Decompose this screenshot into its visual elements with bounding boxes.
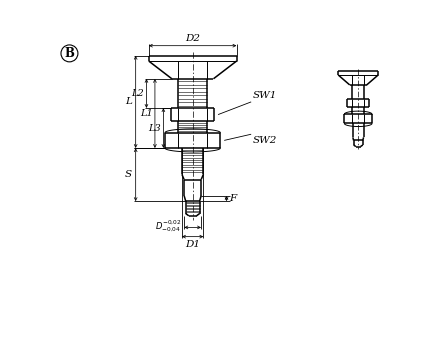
Text: SW1: SW1: [253, 91, 277, 100]
Text: B: B: [65, 47, 75, 60]
Text: L3: L3: [148, 124, 161, 132]
Text: L2: L2: [131, 89, 144, 98]
Text: D2: D2: [185, 34, 200, 43]
Text: F: F: [230, 194, 237, 203]
Text: $D^{-0{,}02}_{-0{,}04}$: $D^{-0{,}02}_{-0{,}04}$: [155, 219, 182, 234]
Text: L1: L1: [140, 109, 153, 118]
Text: SW2: SW2: [253, 136, 277, 145]
Text: L: L: [125, 97, 132, 106]
Text: S: S: [125, 170, 132, 179]
Text: D1: D1: [185, 240, 200, 249]
